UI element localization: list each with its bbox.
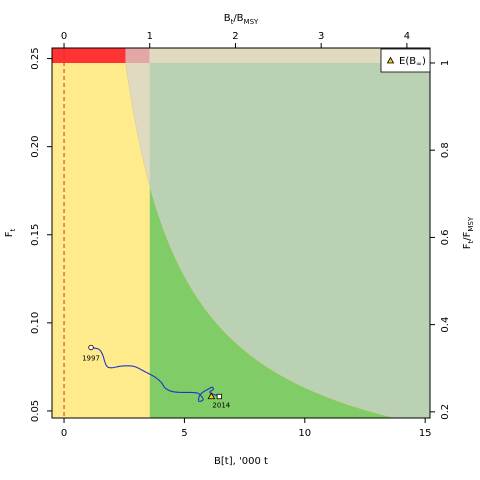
zone-yellow (52, 62, 150, 418)
legend-box (380, 48, 431, 73)
top-tick-label: 0 (61, 31, 67, 42)
trajectory-line (90, 346, 220, 402)
y-axis-label: Ft (4, 228, 17, 237)
x-axis-top: 0 1 2 3 4 (61, 31, 410, 48)
right-tick-label: 0.6 (440, 229, 451, 245)
top-tick-label: 4 (404, 31, 410, 42)
y-axis-right: 0.2 0.4 0.6 0.8 1 (430, 60, 451, 420)
start-year-label: 1997 (82, 355, 100, 363)
y-tick-label: 0.10 (30, 312, 41, 334)
top-tick-label: 1 (147, 31, 153, 42)
legend: E(B∞) (380, 48, 431, 73)
x-axis-bottom: 0 5 10 15 (61, 418, 432, 439)
x-tick-label: 15 (419, 428, 432, 439)
zone-red (52, 48, 126, 63)
x-tick-label: 10 (298, 428, 311, 439)
legend-triangle-icon (386, 56, 395, 64)
y-axis-left: 0.05 0.10 0.15 0.20 0.25 (30, 47, 52, 422)
x-tick-label: 0 (61, 428, 67, 439)
harvest-curve-edge (125, 62, 397, 418)
y-tick-label: 0.05 (30, 400, 41, 422)
x-tick-label: 5 (181, 428, 187, 439)
zone-top-band (149, 48, 430, 63)
top-tick-label: 2 (232, 31, 238, 42)
x-axis-label: B[t], '000 t (214, 456, 268, 467)
right-tick-label: 1 (440, 60, 451, 66)
plot-frame (51, 47, 431, 419)
y-tick-label: 0.15 (30, 224, 41, 246)
zone-sage (149, 62, 430, 418)
top-axis-label: Bt/BMSY (224, 13, 259, 26)
right-tick-label: 0.2 (440, 404, 451, 420)
start-point-marker (88, 344, 94, 351)
plot-area (52, 48, 430, 418)
right-axis-label: Ft/FMSY (462, 216, 475, 249)
zone-pink (125, 48, 150, 63)
zone-tan (125, 62, 150, 186)
end-point-marker (216, 393, 222, 400)
right-tick-label: 0.4 (440, 317, 451, 333)
top-tick-label: 3 (318, 31, 324, 42)
y-tick-label: 0.20 (30, 136, 41, 158)
end-year-label: 2014 (212, 402, 230, 410)
legend-label: E(B∞) (399, 56, 426, 68)
projection-marker (207, 392, 216, 400)
right-tick-label: 0.8 (440, 142, 451, 158)
y-tick-label: 0.25 (30, 47, 41, 69)
